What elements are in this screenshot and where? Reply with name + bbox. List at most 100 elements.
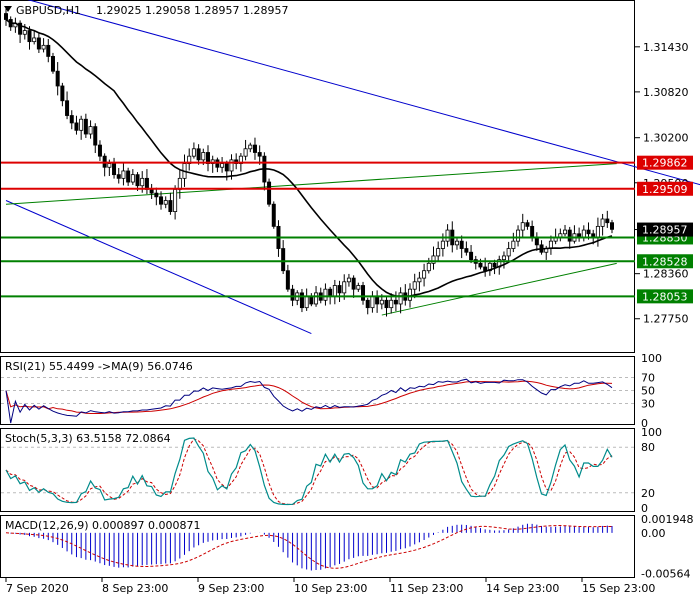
candle-body[interactable] — [516, 229, 521, 242]
candle-body[interactable] — [379, 299, 384, 305]
channel-line[interactable] — [6, 0, 700, 201]
candle-body[interactable] — [55, 70, 60, 87]
candle-body[interactable] — [60, 85, 65, 102]
channel-line[interactable] — [5, 200, 312, 334]
candle-body[interactable] — [220, 163, 225, 168]
candle-body[interactable] — [407, 288, 412, 301]
candle-body[interactable] — [79, 118, 84, 131]
candle-body[interactable] — [22, 30, 27, 35]
candle-body[interactable] — [492, 262, 497, 268]
candle-body[interactable] — [135, 174, 140, 187]
candle-body[interactable] — [27, 30, 32, 43]
candle-body[interactable] — [375, 296, 380, 305]
candle-body[interactable] — [520, 222, 525, 231]
candle-body[interactable] — [281, 248, 286, 272]
candle-body[interactable] — [422, 270, 427, 279]
candle-body[interactable] — [267, 181, 272, 205]
trend-line[interactable] — [381, 262, 617, 316]
candle-body[interactable] — [271, 203, 276, 227]
candle-body[interactable] — [41, 44, 46, 50]
candle-body[interactable] — [398, 292, 403, 305]
candle-body[interactable] — [159, 196, 164, 205]
candle-body[interactable] — [459, 240, 464, 249]
candle-body[interactable] — [501, 255, 506, 261]
candle-body[interactable] — [112, 163, 117, 176]
candle-body[interactable] — [4, 13, 9, 20]
candle-body[interactable] — [361, 285, 366, 301]
candle-body[interactable] — [351, 277, 356, 290]
candle-body[interactable] — [32, 37, 37, 43]
candle-body[interactable] — [412, 281, 417, 290]
candle-body[interactable] — [426, 262, 431, 272]
trend-line[interactable] — [5, 163, 617, 205]
candle-body[interactable] — [393, 299, 398, 305]
candle-body[interactable] — [483, 266, 488, 272]
candle-body[interactable] — [384, 299, 389, 309]
candle-body[interactable] — [436, 248, 441, 257]
stoch-panel[interactable] — [0, 428, 635, 512]
candle-body[interactable] — [431, 255, 436, 264]
candle-body[interactable] — [595, 225, 600, 238]
candle-body[interactable] — [290, 288, 295, 301]
dropdown-arrow-icon[interactable] — [4, 6, 12, 12]
candle-body[interactable] — [342, 281, 347, 294]
candle-body[interactable] — [196, 148, 201, 161]
candle-body[interactable] — [440, 240, 445, 249]
candle-body[interactable] — [487, 262, 492, 272]
candle-body[interactable] — [229, 159, 234, 172]
candle-body[interactable] — [168, 200, 173, 213]
candle-body[interactable] — [163, 200, 168, 205]
candle-body[interactable] — [201, 152, 206, 161]
candle-body[interactable] — [154, 192, 159, 198]
candle-body[interactable] — [46, 44, 51, 57]
candle-body[interactable] — [370, 296, 375, 309]
candle-body[interactable] — [356, 285, 361, 290]
candle-body[interactable] — [252, 144, 257, 153]
candle-body[interactable] — [506, 248, 511, 257]
candle-body[interactable] — [257, 152, 262, 157]
candle-body[interactable] — [365, 299, 370, 309]
candle-body[interactable] — [65, 100, 70, 116]
candle-body[interactable] — [610, 222, 615, 230]
candle-body[interactable] — [299, 292, 304, 309]
candle-body[interactable] — [525, 222, 530, 227]
candle-body[interactable] — [140, 177, 145, 187]
candle-body[interactable] — [337, 285, 342, 294]
macd-panel[interactable] — [0, 515, 635, 578]
candle-body[interactable] — [332, 285, 337, 297]
candle-body[interactable] — [83, 118, 88, 135]
candle-body[interactable] — [18, 22, 23, 35]
candle-body[interactable] — [173, 189, 178, 213]
candle-body[interactable] — [464, 248, 469, 253]
candle-body[interactable] — [126, 170, 131, 183]
candle-body[interactable] — [224, 163, 229, 172]
candle-body[interactable] — [346, 277, 351, 283]
candle-body[interactable] — [97, 144, 102, 157]
candle-body[interactable] — [469, 251, 474, 261]
candle-body[interactable] — [534, 237, 539, 246]
candle-body[interactable] — [309, 296, 314, 305]
candle-body[interactable] — [314, 292, 319, 305]
candle-body[interactable] — [389, 299, 394, 309]
candle-body[interactable] — [478, 262, 483, 268]
candle-body[interactable] — [563, 229, 568, 235]
candle-body[interactable] — [567, 229, 572, 242]
candle-body[interactable] — [243, 148, 248, 157]
candle-body[interactable] — [69, 115, 74, 124]
candle-body[interactable] — [50, 56, 55, 72]
candle-body[interactable] — [191, 148, 196, 157]
candle-body[interactable] — [454, 240, 459, 246]
candle-body[interactable] — [130, 174, 135, 183]
candle-body[interactable] — [88, 126, 93, 135]
candle-body[interactable] — [323, 288, 328, 301]
candle-body[interactable] — [605, 218, 610, 224]
candle-body[interactable] — [530, 225, 535, 238]
candle-body[interactable] — [93, 126, 98, 146]
candle-body[interactable] — [581, 229, 586, 238]
candle-body[interactable] — [304, 296, 309, 309]
candle-body[interactable] — [74, 122, 79, 131]
candle-body[interactable] — [511, 240, 516, 249]
candle-body[interactable] — [116, 174, 121, 179]
candle-body[interactable] — [107, 163, 112, 168]
